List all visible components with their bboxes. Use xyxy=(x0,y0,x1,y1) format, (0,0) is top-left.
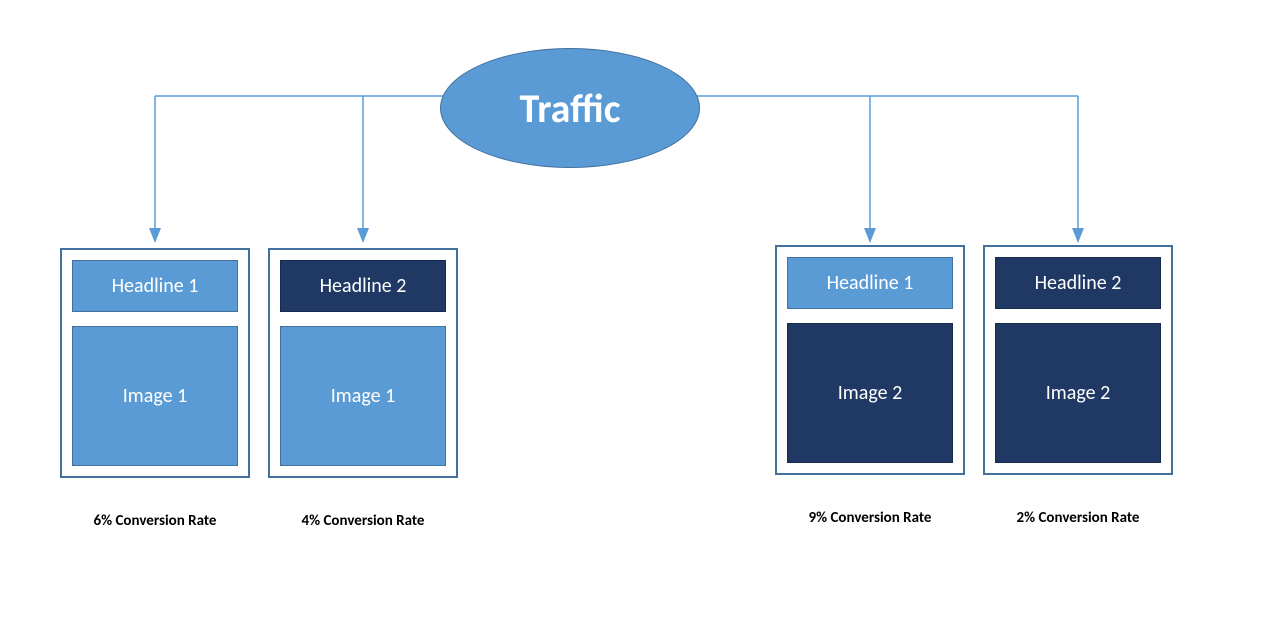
image-box: Image 2 xyxy=(787,323,953,463)
traffic-label: Traffic xyxy=(520,84,621,133)
headline-box: Headline 2 xyxy=(995,257,1161,309)
card-inner: Headline 2 Image 1 xyxy=(270,250,456,476)
headline-label: Headline 1 xyxy=(827,271,914,295)
traffic-root-node: Traffic xyxy=(440,48,700,168)
image-label: Image 2 xyxy=(1046,381,1110,405)
image-label: Image 1 xyxy=(331,384,395,408)
card-inner: Headline 1 Image 1 xyxy=(62,250,248,476)
headline-box: Headline 2 xyxy=(280,260,446,312)
card-inner: Headline 2 Image 2 xyxy=(985,247,1171,473)
conversion-rate-caption: 4% Conversion Rate xyxy=(263,512,463,530)
image-box: Image 2 xyxy=(995,323,1161,463)
conversion-rate-caption: 9% Conversion Rate xyxy=(770,509,970,527)
image-box: Image 1 xyxy=(72,326,238,466)
diagram-canvas: Traffic Headline 1 Image 1 6% Conversion R… xyxy=(0,0,1262,621)
card-inner: Headline 1 Image 2 xyxy=(777,247,963,473)
headline-box: Headline 1 xyxy=(72,260,238,312)
image-box: Image 1 xyxy=(280,326,446,466)
headline-label: Headline 2 xyxy=(320,274,407,298)
headline-box: Headline 1 xyxy=(787,257,953,309)
conversion-rate-caption: 6% Conversion Rate xyxy=(55,512,255,530)
headline-label: Headline 1 xyxy=(112,274,199,298)
conversion-rate-caption: 2% Conversion Rate xyxy=(978,509,1178,527)
headline-label: Headline 2 xyxy=(1035,271,1122,295)
image-label: Image 2 xyxy=(838,381,902,405)
image-label: Image 1 xyxy=(123,384,187,408)
variant-card: Headline 2 Image 2 xyxy=(983,245,1173,475)
variant-card: Headline 1 Image 2 xyxy=(775,245,965,475)
variant-card: Headline 2 Image 1 xyxy=(268,248,458,478)
variant-card: Headline 1 Image 1 xyxy=(60,248,250,478)
